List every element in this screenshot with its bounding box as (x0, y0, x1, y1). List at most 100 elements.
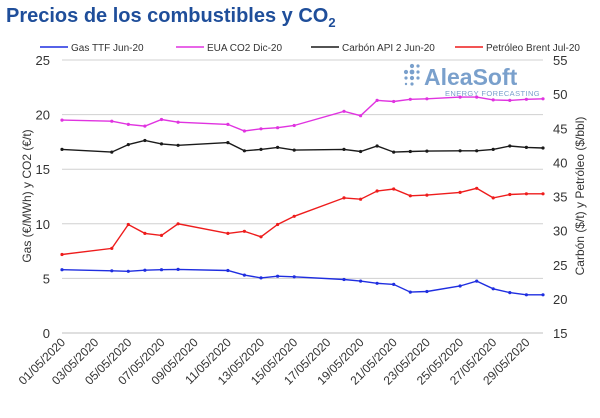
y-right-tick-label: 40 (553, 155, 567, 170)
data-point (375, 144, 379, 148)
logo-dot (416, 76, 420, 80)
data-point (292, 148, 296, 152)
data-point (276, 145, 280, 149)
data-point (475, 186, 479, 190)
data-point (226, 122, 230, 126)
y-right-tick-label: 35 (553, 190, 567, 205)
data-point (176, 222, 180, 226)
data-point (276, 274, 280, 278)
data-point (541, 293, 545, 297)
data-point (143, 138, 147, 143)
series-lines (60, 95, 545, 297)
logo-dot (416, 64, 420, 68)
data-point (242, 149, 246, 153)
data-point (276, 222, 280, 227)
y-right-tick-label: 45 (553, 121, 567, 136)
data-point (392, 150, 396, 154)
data-point (259, 276, 263, 280)
data-point (259, 235, 263, 239)
data-point (359, 197, 363, 201)
data-point (375, 98, 379, 102)
logo-dot (409, 63, 415, 69)
data-point (176, 267, 180, 271)
data-point (159, 117, 164, 122)
data-point (508, 291, 512, 295)
y-right-tick-label: 20 (553, 292, 567, 307)
y-left-tick-label: 0 (43, 326, 50, 341)
data-point (425, 97, 429, 101)
logo-tagline: ENERGY FORECASTING (445, 89, 540, 98)
data-point (359, 114, 363, 118)
data-point (176, 143, 180, 147)
data-point (226, 231, 230, 235)
data-point (126, 222, 130, 227)
data-point (126, 143, 130, 147)
data-point (392, 282, 396, 286)
data-point (375, 189, 379, 193)
data-point (110, 150, 114, 154)
data-point (408, 194, 412, 198)
series-line (61, 96, 544, 132)
grid (62, 59, 543, 334)
y-right-tick-label: 50 (553, 87, 567, 102)
data-point (292, 214, 296, 218)
data-point (342, 277, 346, 282)
data-point (342, 147, 346, 151)
data-point (541, 97, 545, 101)
series-line (61, 268, 543, 296)
logo-brand: AleaSoft (424, 64, 518, 90)
legend-label: Carbón API 2 Jun-20 (342, 43, 435, 54)
data-point (475, 149, 479, 153)
data-point (143, 268, 147, 272)
legend: Gas TTF Jun-20 EUA CO2 Dic-20 Carbón API 2… (40, 43, 580, 54)
data-point (143, 124, 147, 128)
chart-title-subscript: 2 (328, 15, 335, 30)
data-point (475, 95, 479, 99)
y-left-axis-label: Gas (€/MWh) y CO2 (€/t) (20, 129, 34, 262)
data-point (242, 273, 246, 277)
data-point (458, 284, 462, 288)
data-point (375, 281, 379, 285)
data-point (292, 275, 296, 279)
data-point (60, 268, 64, 272)
data-point (475, 279, 479, 283)
logo-dot (409, 75, 415, 81)
y-right-tick-label: 55 (553, 53, 567, 68)
data-point (458, 95, 462, 99)
data-point (143, 231, 147, 235)
logo-dot (403, 69, 409, 75)
data-point (408, 149, 412, 154)
data-point (60, 118, 64, 122)
data-point (159, 268, 164, 272)
data-point (276, 126, 280, 130)
y-left-tick-label: 20 (36, 108, 50, 123)
data-point (226, 268, 230, 273)
data-point (524, 97, 529, 101)
data-point (392, 99, 396, 104)
y-left-tick-label: 5 (43, 271, 50, 286)
data-point (60, 252, 64, 257)
data-point (425, 193, 429, 197)
chart-title-main: Precios de los combustibles y CO (6, 5, 328, 27)
data-point (541, 146, 545, 150)
data-point (408, 97, 412, 101)
data-point (491, 196, 495, 200)
logo-dot (409, 69, 415, 75)
data-point (176, 120, 180, 124)
series-line (61, 139, 544, 153)
data-point (491, 98, 495, 102)
data-point (425, 289, 429, 294)
data-point (292, 123, 296, 128)
y-right-tick-label: 25 (553, 258, 567, 273)
data-point (458, 149, 462, 153)
logo-dot (416, 70, 420, 74)
data-point (541, 192, 545, 196)
y-left-tick-label: 10 (36, 217, 50, 232)
data-point (126, 122, 130, 126)
data-point (491, 287, 495, 291)
y-left-tick-label: 15 (36, 162, 50, 177)
data-point (425, 149, 429, 153)
y-left-tick-label: 25 (36, 53, 50, 68)
data-point (458, 190, 462, 194)
legend-label: EUA CO2 Dic-20 (207, 43, 282, 54)
